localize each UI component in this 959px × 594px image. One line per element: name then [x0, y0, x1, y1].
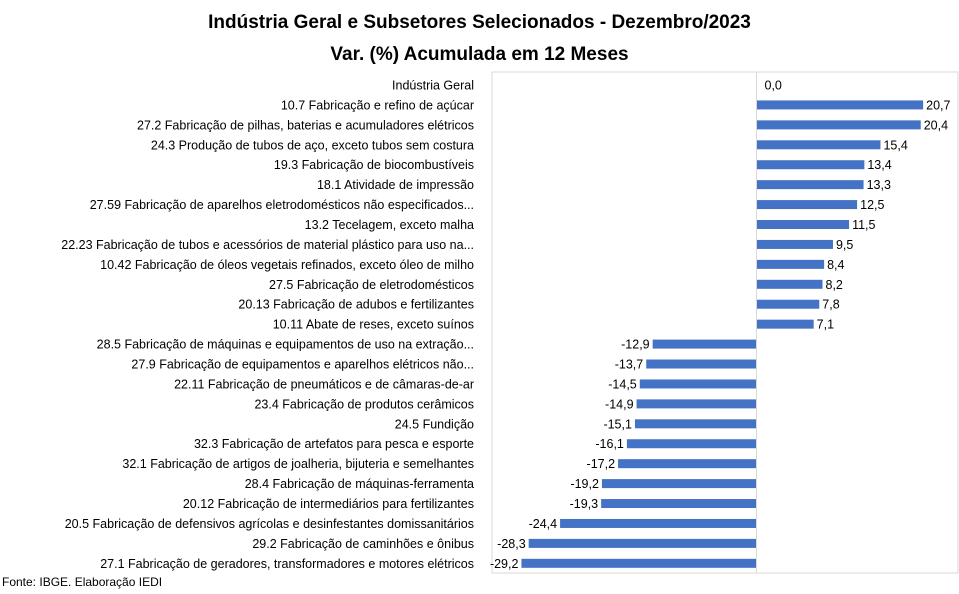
data-label: -14,5: [608, 377, 637, 391]
source-note: Fonte: IBGE. Elaboração IEDI: [2, 575, 163, 589]
category-label: 24.5 Fundição: [395, 417, 474, 431]
bar: [756, 299, 820, 309]
bar: [652, 339, 757, 349]
bar: [756, 140, 881, 150]
category-label: 32.3 Fabricação de artefatos para pesca …: [194, 437, 474, 451]
category-label: 18.1 Atividade de impressão: [317, 178, 474, 192]
category-label: Indústria Geral: [392, 79, 474, 93]
data-label: -13,7: [615, 358, 644, 372]
data-label: -28,3: [497, 537, 526, 551]
bar: [639, 379, 757, 389]
bar: [756, 319, 814, 329]
data-label: 7,1: [817, 318, 834, 332]
category-label: 27.5 Fabricação de eletrodomésticos: [269, 278, 474, 292]
category-label: 13.2 Tecelagem, exceto malha: [305, 218, 474, 232]
bar: [636, 399, 757, 409]
category-label: 27.1 Fabricação de geradores, transforma…: [100, 557, 474, 571]
category-label: 10.42 Fabricação de óleos vegetais refin…: [100, 258, 474, 272]
bar: [560, 518, 757, 528]
category-label: 20.12 Fabricação de intermediários para …: [183, 497, 474, 511]
category-label: 19.3 Fabricação de biocombustíveis: [274, 158, 474, 172]
bar: [756, 259, 825, 269]
category-label: 24.3 Produção de tubos de aço, exceto tu…: [151, 138, 474, 152]
category-label: 27.59 Fabricação de aparelhos eletrodomé…: [90, 198, 474, 212]
bar: [756, 200, 858, 210]
data-label: -15,1: [603, 417, 632, 431]
bar: [756, 100, 924, 110]
data-label: -24,4: [529, 517, 558, 531]
data-label: 9,5: [836, 238, 853, 252]
category-label: 32.1 Fabricação de artigos de joalheria,…: [122, 457, 474, 471]
data-label: -16,1: [595, 437, 624, 451]
data-label: 0,0: [765, 79, 782, 93]
category-label: 28.5 Fabricação de máquinas e equipament…: [97, 338, 474, 352]
category-label: 27.2 Fabricação de pilhas, baterias e ac…: [137, 118, 474, 132]
category-label: 10.7 Fabricação e refino de açúcar: [281, 98, 474, 112]
data-label: 20,4: [924, 118, 948, 132]
chart-title: Indústria Geral e Subsetores Selecionado…: [208, 12, 751, 33]
bar: [756, 180, 864, 190]
data-label: 15,4: [883, 138, 907, 152]
data-label: -14,9: [605, 397, 634, 411]
category-label: 20.13 Fabricação de adubos e fertilizant…: [238, 298, 474, 312]
category-label: 20.5 Fabricação de defensivos agrícolas …: [65, 517, 474, 531]
category-label: 28.4 Fabricação de máquinas-ferramenta: [245, 477, 474, 491]
bar: [601, 479, 757, 489]
bar: [626, 439, 757, 449]
data-label: 7,8: [822, 298, 839, 312]
data-label: 8,4: [827, 258, 844, 272]
bar: [521, 558, 757, 568]
bar: [756, 120, 921, 130]
data-label: 13,4: [867, 158, 891, 172]
data-label: 13,3: [867, 178, 891, 192]
bar: [646, 359, 757, 369]
category-label: 23.4 Fabricação de produtos cerâmicos: [254, 397, 474, 411]
category-label: 29.2 Fabricação de caminhões e ônibus: [252, 537, 474, 551]
data-label: 20,7: [926, 98, 950, 112]
data-label: -19,3: [570, 497, 599, 511]
bar: [634, 419, 757, 429]
plot-area: [491, 71, 959, 574]
data-label: 8,2: [826, 278, 843, 292]
category-label: 27.9 Fabricação de equipamentos e aparel…: [131, 358, 474, 372]
data-label: 12,5: [860, 198, 884, 212]
data-label: 11,5: [852, 218, 875, 232]
bar: [756, 279, 823, 289]
bar: [756, 239, 833, 249]
bar: [618, 459, 757, 469]
data-label: -19,2: [570, 477, 599, 491]
chart-subtitle: Var. (%) Acumulada em 12 Meses: [330, 44, 629, 65]
data-label: -12,9: [621, 338, 650, 352]
category-label: 10.11 Abate de reses, exceto suínos: [273, 318, 474, 332]
category-label: 22.23 Fabricação de tubos e acessórios d…: [61, 238, 474, 252]
data-label: -29,2: [490, 557, 519, 571]
bar: [756, 160, 865, 170]
bar: [756, 220, 850, 230]
data-label: -17,2: [587, 457, 616, 471]
category-label: 22.11 Fabricação de pneumáticos e de câm…: [174, 377, 474, 391]
bar: [601, 499, 757, 509]
bar: [528, 538, 757, 548]
